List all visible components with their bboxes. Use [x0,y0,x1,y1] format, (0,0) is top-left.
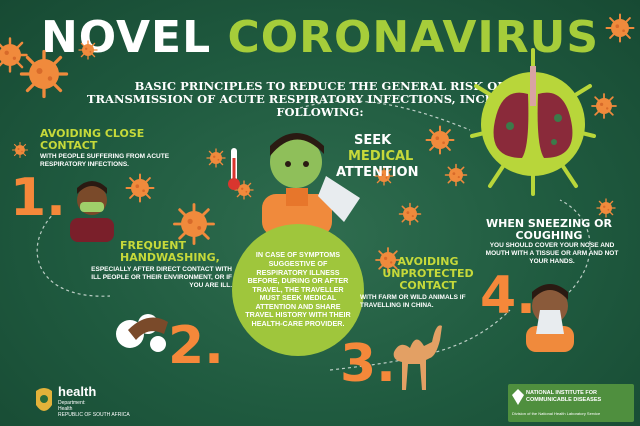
tip-number-3: 3. [340,334,396,394]
seek-label: SEEK [354,133,392,148]
tip-number-2: 2. [168,316,224,376]
page-title: NOVEL CORONAVIRUS [0,14,640,62]
health-wordmark: health [58,384,97,399]
sneezing-person-icon [526,284,574,352]
subtitle: BASIC PRINCIPLES TO REDUCE THE GENERAL R… [86,79,554,119]
tip-handwashing-text: ESPECIALLY AFTER DIRECT CONTACT WITH ILL… [91,266,232,289]
department-line3: REPUBLIC OF SOUTH AFRICA [58,412,130,418]
nicd-line3: Division of the National Health Laborato… [512,411,601,416]
medical-info-text: IN CASE OF SYMPTOMS SUGGESTIVE OF RESPIR… [245,250,351,329]
tip-number-1: 1. [10,168,66,228]
tip-unprotected-contact-heading: AVOIDING UNPROTECTED CONTACT [382,255,474,292]
coat-of-arms-icon [36,388,52,411]
nicd-line2: COMMUNICABLE DISEASES [526,397,602,403]
camel-icon [393,325,442,390]
tip-unprotected-contact-text: WITH FARM OR WILD ANIMALS IF TRAVELLING … [360,294,466,309]
lungs-icon [470,48,596,196]
tip-close-contact-heading: AVOIDING CLOSE CONTACT [40,127,145,152]
nicd-logo: NATIONAL INSTITUTE FOR COMMUNICABLE DISE… [508,384,634,422]
health-department-logo: health Department: Health REPUBLIC OF SO… [32,384,130,419]
tip-handwashing-heading: FREQUENT HANDWASHING, [120,239,220,264]
tip-close-contact-text: WITH PEOPLE SUFFERING FROM ACUTE RESPIRA… [40,153,170,168]
department-line1: Department: [58,400,86,406]
thermometer-icon [228,148,240,190]
sick-person-icon [262,133,360,236]
handwashing-icon [116,314,168,352]
medical-info-circle: IN CASE OF SYMPTOMS SUGGESTIVE OF RESPIR… [232,224,364,356]
mask-person-icon [70,181,114,242]
tip-sneezing-heading: WHEN SNEEZING OR COUGHING [485,217,612,242]
attention-label: ATTENTION [336,165,419,180]
medical-label: MEDICAL [348,149,414,164]
title-novel: NOVEL [40,12,228,63]
nicd-mark-icon [512,389,524,405]
nicd-line1: NATIONAL INSTITUTE FOR [526,390,597,396]
title-coronavirus: CORONAVIRUS [227,12,600,63]
department-line2: Health [58,406,73,412]
tip-sneezing-text: YOU SHOULD COVER YOUR NOSE AND MOUTH WIT… [485,242,619,265]
tip-number-4: 4. [480,266,536,326]
